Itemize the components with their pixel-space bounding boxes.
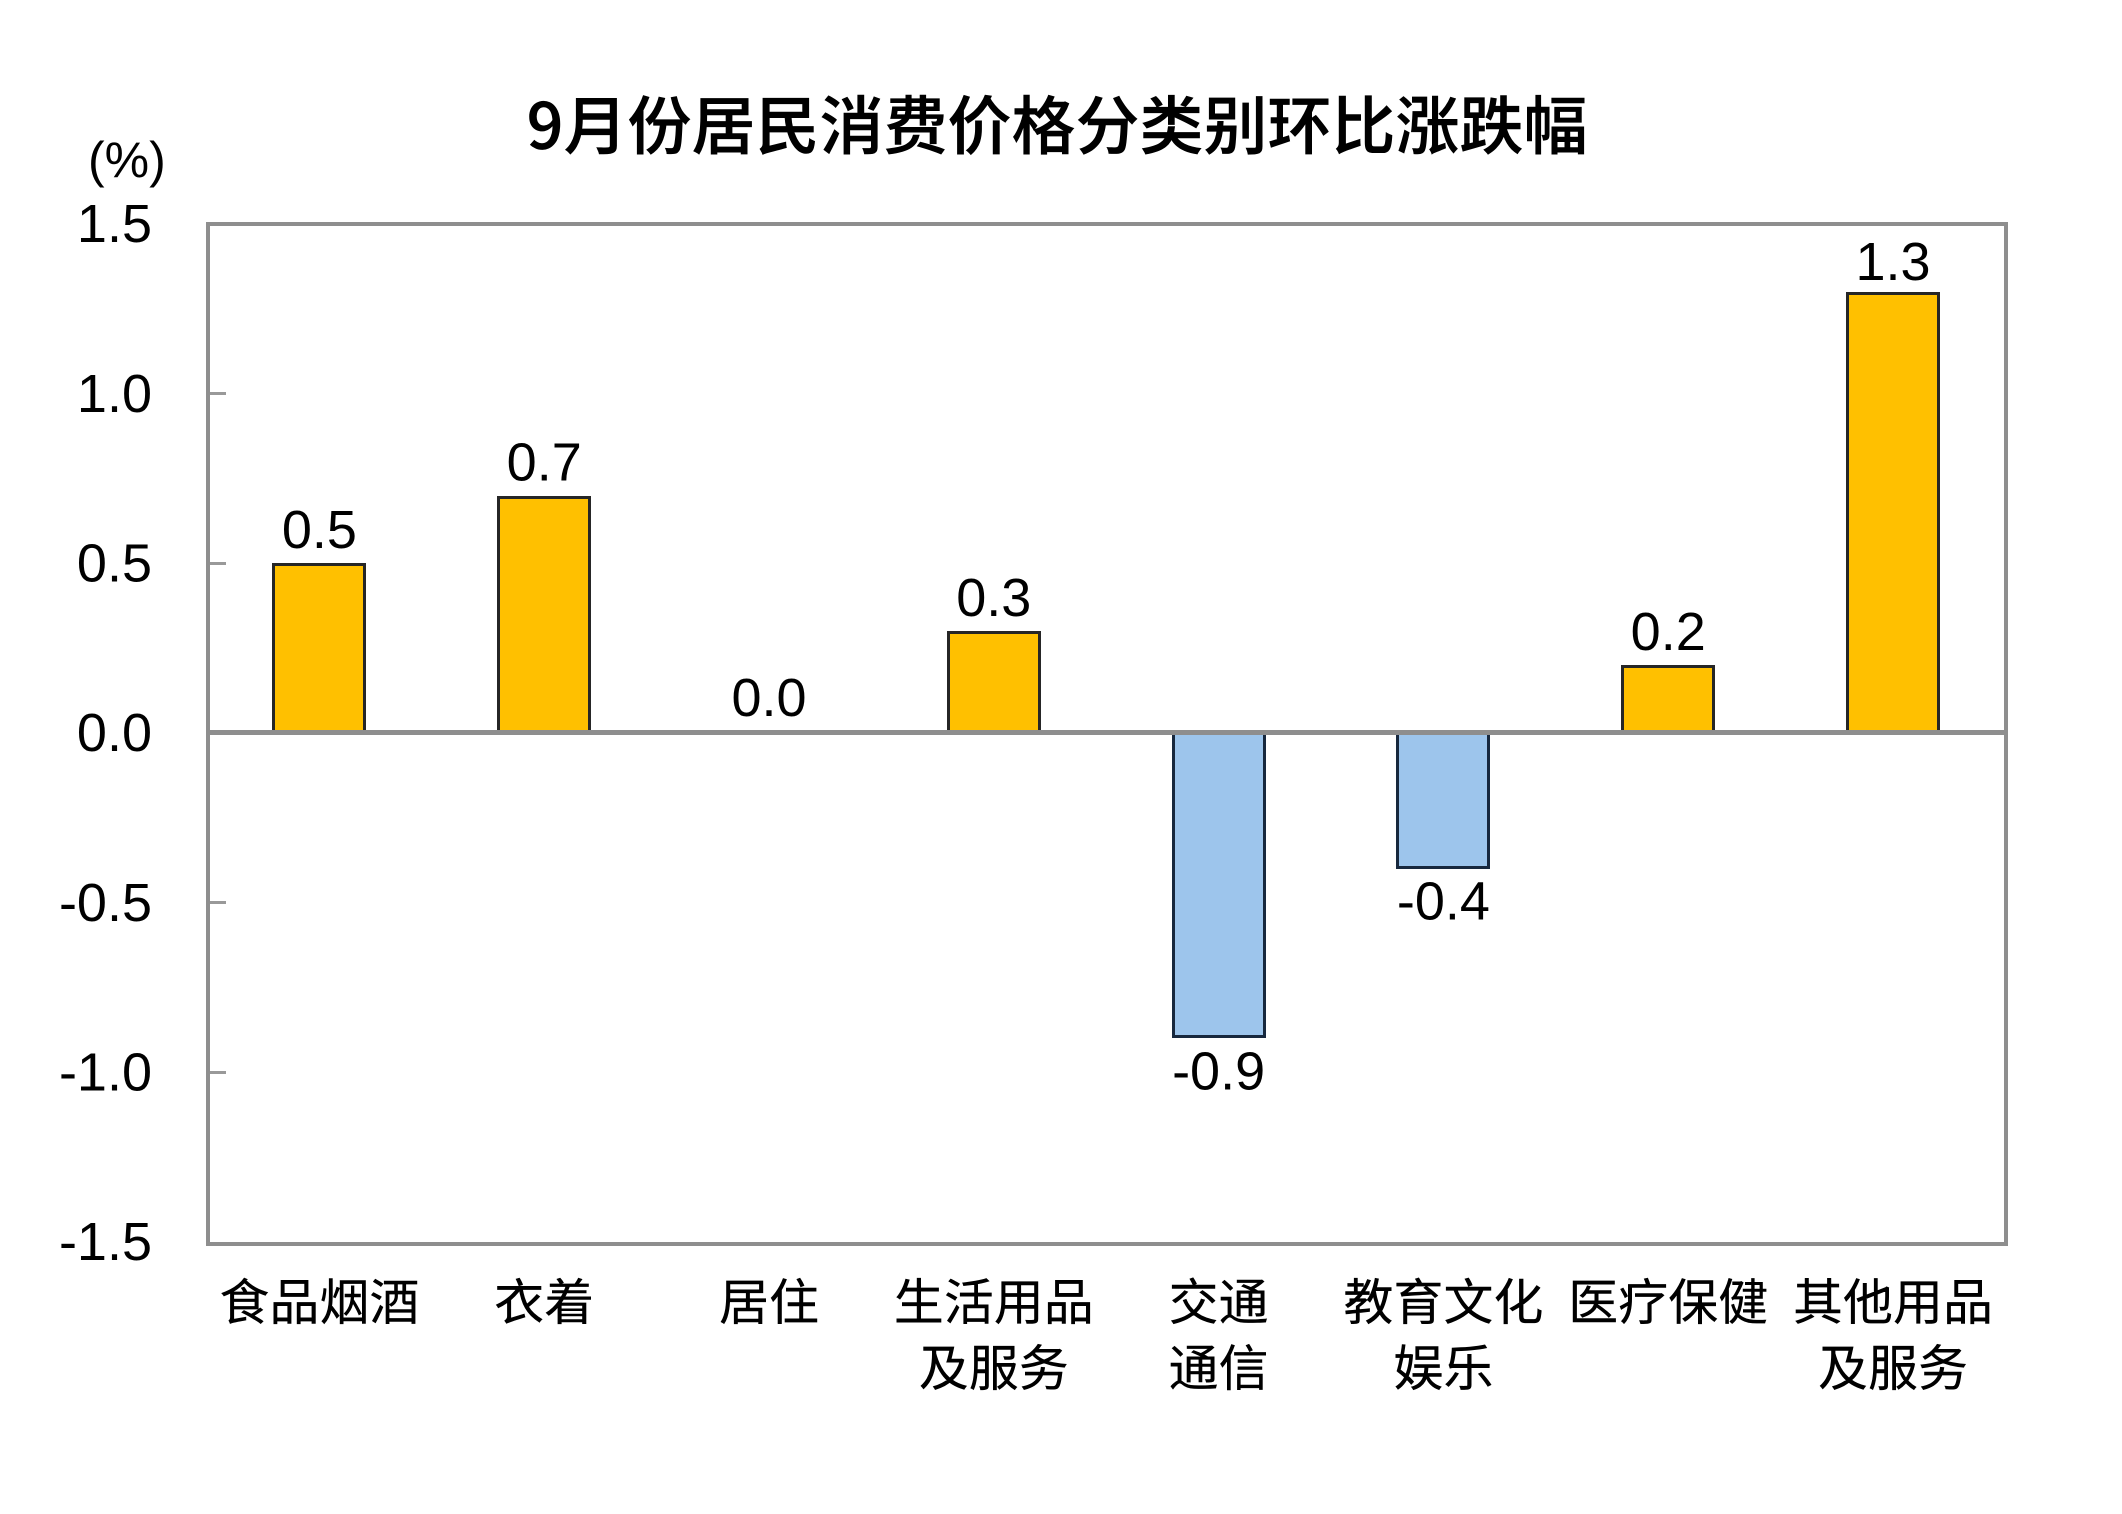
svg-text:0.5: 0.5 — [282, 500, 357, 560]
svg-text:-0.5: -0.5 — [59, 873, 152, 933]
svg-text:0.2: 0.2 — [1631, 602, 1706, 662]
svg-text:1.5: 1.5 — [77, 194, 152, 254]
svg-text:-1.0: -1.0 — [59, 1043, 152, 1103]
svg-text:1.0: 1.0 — [77, 364, 152, 424]
svg-text:0.0: 0.0 — [77, 703, 152, 763]
svg-text:0.7: 0.7 — [507, 433, 582, 493]
svg-text:0.5: 0.5 — [77, 534, 152, 594]
svg-text:-1.5: -1.5 — [59, 1212, 152, 1272]
svg-text:0.0: 0.0 — [731, 668, 806, 728]
svg-text:(%): (%) — [88, 132, 166, 188]
svg-text:-0.9: -0.9 — [1172, 1042, 1265, 1102]
svg-text:0.3: 0.3 — [956, 568, 1031, 628]
svg-text:-0.4: -0.4 — [1397, 872, 1490, 932]
svg-text:1.3: 1.3 — [1855, 232, 1930, 292]
